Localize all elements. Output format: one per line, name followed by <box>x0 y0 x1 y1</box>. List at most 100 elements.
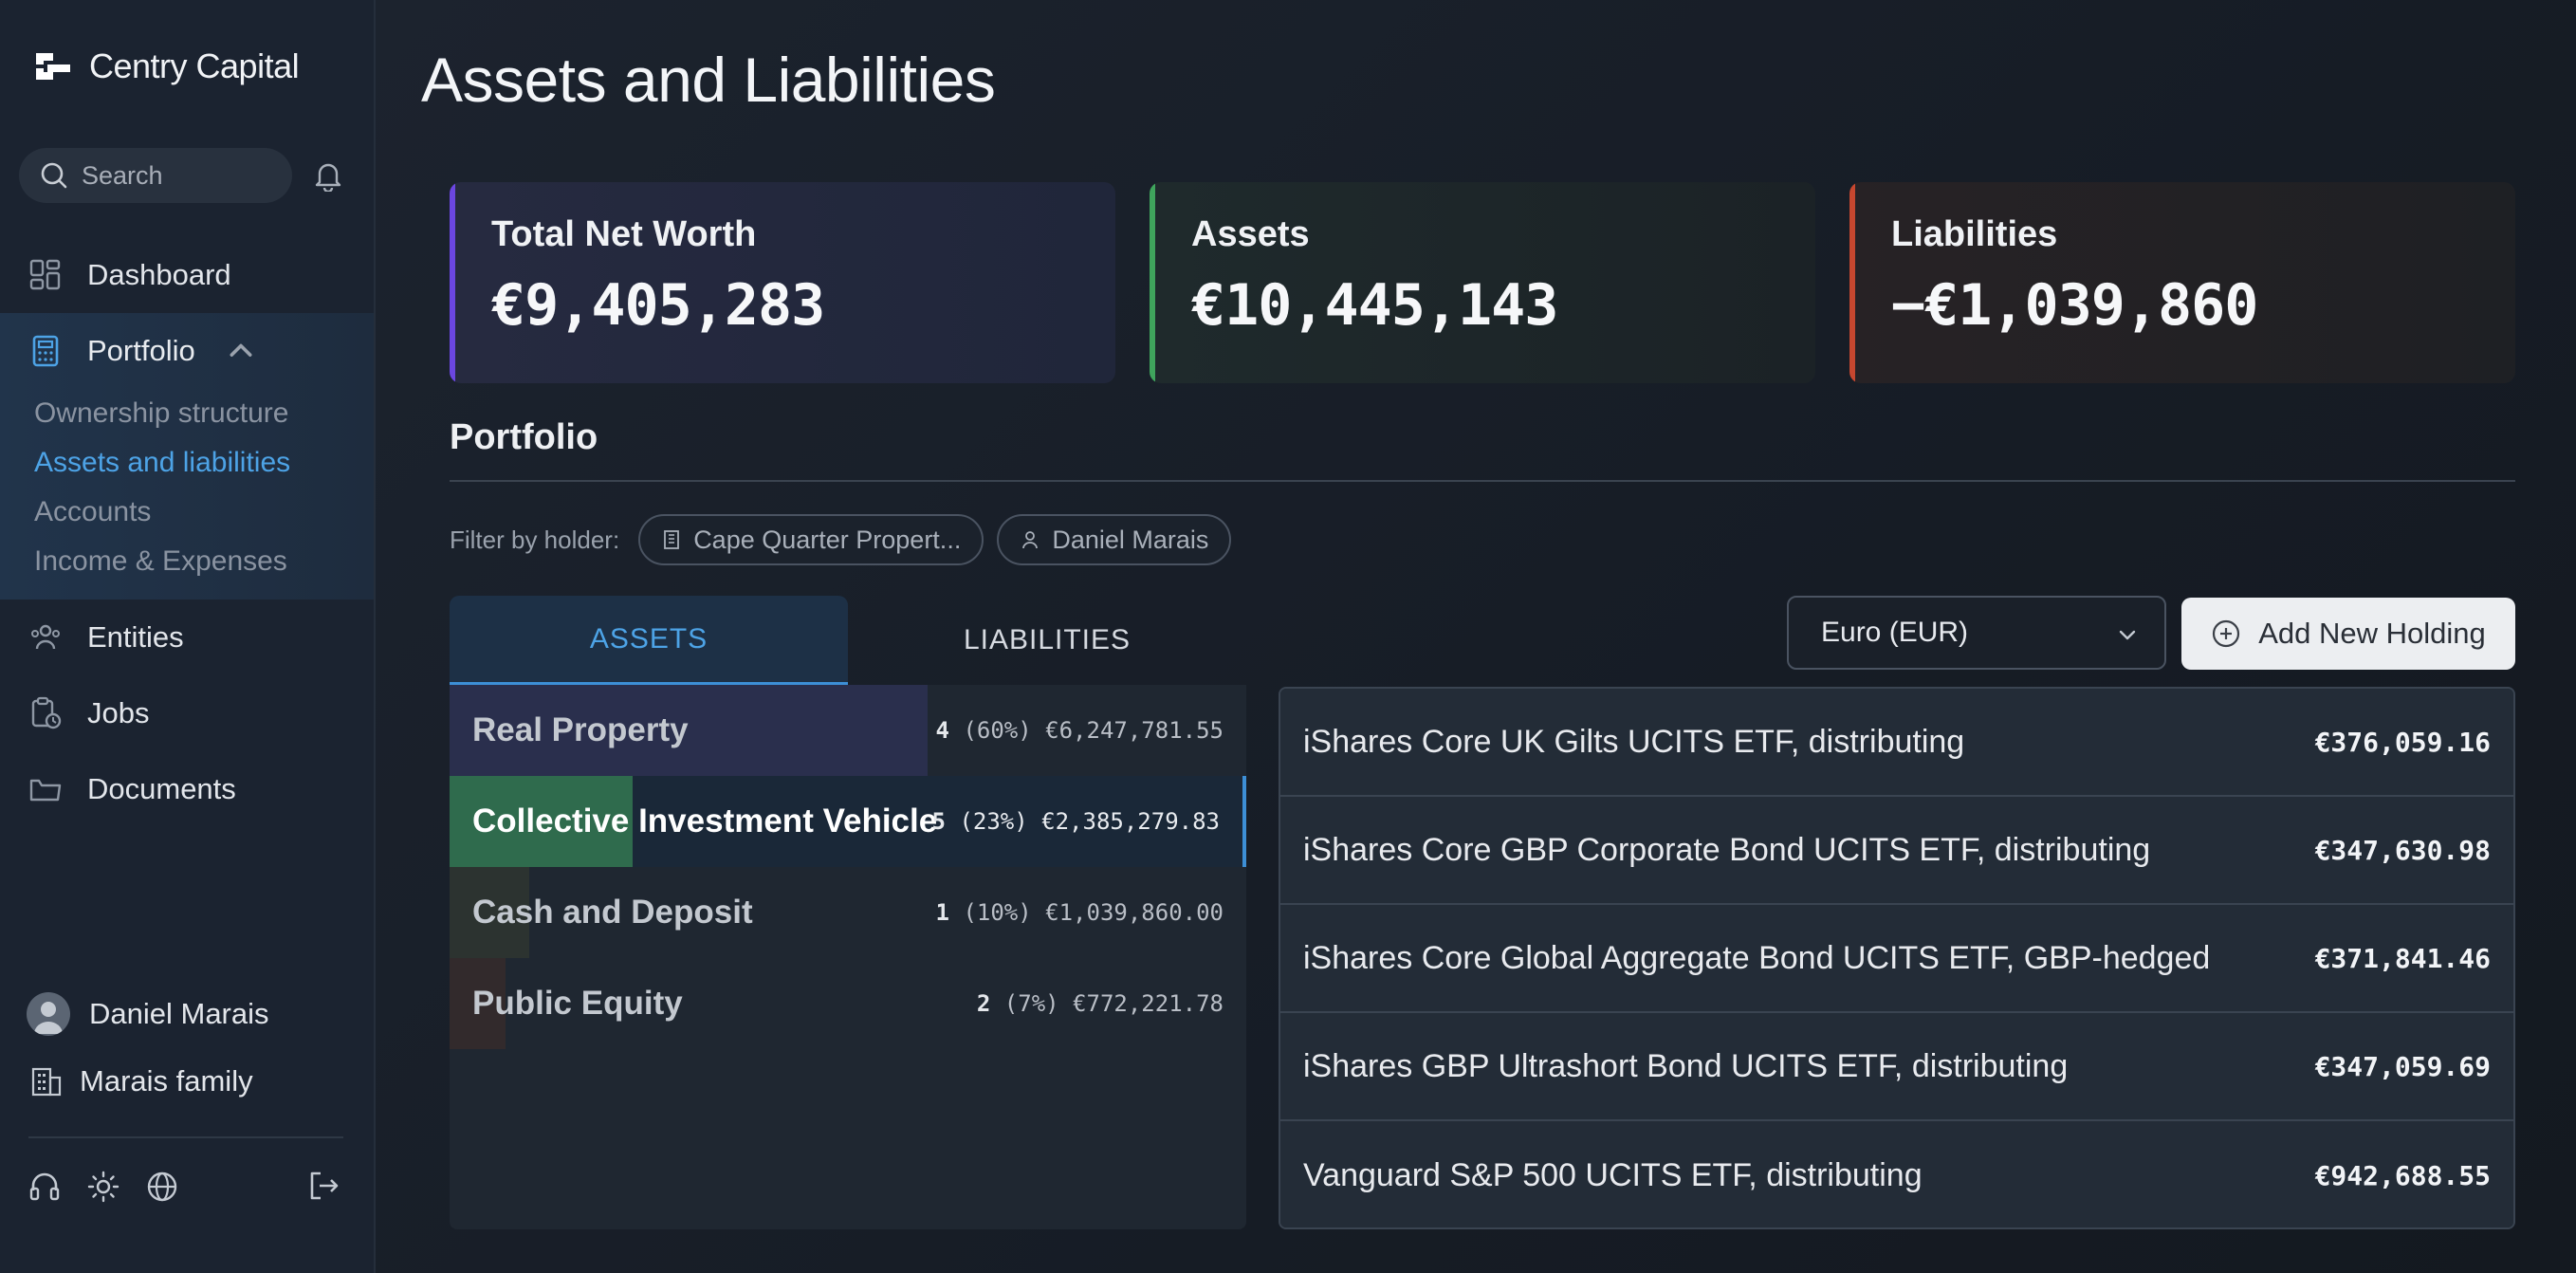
holding-value: €376,059.16 <box>2314 726 2491 758</box>
brand[interactable]: Centry Capital <box>32 46 300 87</box>
family-selector[interactable]: Marais family <box>30 1064 253 1098</box>
headset-icon[interactable] <box>27 1169 63 1205</box>
user-profile[interactable]: Daniel Marais <box>27 992 269 1036</box>
holding-value: €371,841.46 <box>2314 942 2491 974</box>
category-count: 4 <box>935 717 949 744</box>
nav-item-portfolio[interactable]: Portfolio <box>0 313 374 389</box>
nav-label-dashboard: Dashboard <box>87 258 231 291</box>
category-share-bar <box>450 958 506 1049</box>
search-icon <box>41 162 67 189</box>
card-assets: Assets €10,445,143 <box>1150 182 1815 383</box>
card-label: Liabilities <box>1891 214 2058 254</box>
nav-label-entities: Entities <box>87 620 184 654</box>
chevron-up-icon[interactable] <box>224 334 258 368</box>
tab-assets[interactable]: ASSETS <box>450 596 848 685</box>
card-accent <box>1150 182 1155 383</box>
clipboard-clock-icon <box>31 696 62 729</box>
category-name: Public Equity <box>472 985 683 1022</box>
tab-liabilities[interactable]: LIABILITIES <box>963 624 1132 655</box>
calculator-icon <box>32 335 59 367</box>
card-value: −€1,039,860 <box>1891 272 2258 339</box>
nav-sub-income-expenses[interactable]: Income & Expenses <box>34 545 287 577</box>
user-name: Daniel Marais <box>89 997 269 1030</box>
card-label: Total Net Worth <box>491 214 757 254</box>
user-silhouette-icon <box>34 1002 63 1034</box>
nav-sub-accounts[interactable]: Accounts <box>34 496 152 527</box>
filter-label: Filter by holder: <box>450 525 620 554</box>
summary-cards: Total Net Worth €9,405,283 Assets €10,44… <box>450 182 2515 383</box>
dashboard-icon <box>29 259 61 290</box>
sun-icon[interactable] <box>85 1169 121 1205</box>
nav-group-portfolio: Portfolio Ownership structure Assets and… <box>0 313 374 600</box>
building-icon <box>664 530 680 549</box>
nav-item-entities[interactable]: Entities <box>0 600 374 675</box>
centry-logo-icon <box>36 53 70 80</box>
section-divider <box>450 480 2515 482</box>
category-share-bar <box>450 685 928 776</box>
category-row-cash-deposit[interactable]: Cash and Deposit 1 (10%) €1,039,860.00 <box>450 867 1246 958</box>
category-amount: €6,247,781.55 <box>1045 717 1224 744</box>
holding-name: iShares Core GBP Corporate Bond UCITS ET… <box>1303 831 2151 868</box>
nav-sub-ownership-structure[interactable]: Ownership structure <box>34 397 289 429</box>
holding-row[interactable]: iShares Core UK Gilts UCITS ETF, distrib… <box>1280 689 2513 797</box>
nav-item-dashboard[interactable]: Dashboard <box>0 237 374 313</box>
category-name: Collective Investment Vehicle <box>472 803 938 839</box>
category-pct: (7%) <box>1003 990 1059 1017</box>
globe-icon[interactable] <box>144 1169 180 1205</box>
building-icon <box>31 1067 62 1097</box>
category-meta: 4 (60%) €6,247,781.55 <box>936 717 1224 744</box>
holding-row[interactable]: iShares Core Global Aggregate Bond UCITS… <box>1280 905 2513 1013</box>
brand-name: Centry Capital <box>89 46 300 85</box>
card-value: €9,405,283 <box>491 272 825 339</box>
category-pct: (10%) <box>963 899 1032 926</box>
chip-label: Daniel Marais <box>1052 525 1209 554</box>
category-amount: €1,039,860.00 <box>1045 899 1224 926</box>
holding-row[interactable]: iShares GBP Ultrashort Bond UCITS ETF, d… <box>1280 1013 2513 1121</box>
category-name: Cash and Deposit <box>472 894 753 931</box>
category-count: 1 <box>935 899 949 926</box>
chip-daniel-marais[interactable]: Daniel Marais <box>997 514 1232 565</box>
holding-value: €942,688.55 <box>2314 1159 2491 1191</box>
category-amount: €772,221.78 <box>1073 990 1224 1017</box>
holding-name: Vanguard S&P 500 UCITS ETF, distributing <box>1303 1156 1923 1193</box>
holding-row[interactable]: iShares Core GBP Corporate Bond UCITS ET… <box>1280 797 2513 905</box>
card-accent <box>450 182 455 383</box>
category-pct: (60%) <box>963 717 1032 744</box>
search-box[interactable] <box>19 148 292 203</box>
card-total-net-worth: Total Net Worth €9,405,283 <box>450 182 1115 383</box>
category-meta: 5 (23%) €2,385,279.83 <box>932 808 1220 835</box>
category-share-bar <box>450 776 634 867</box>
category-row-public-equity[interactable]: Public Equity 2 (7%) €772,221.78 <box>450 958 1246 1049</box>
logout-icon[interactable] <box>307 1169 343 1205</box>
category-count: 5 <box>931 808 946 835</box>
nav-item-jobs[interactable]: Jobs <box>0 675 374 751</box>
holdings-list: iShares Core UK Gilts UCITS ETF, distrib… <box>1279 687 2515 1229</box>
bell-icon[interactable] <box>309 157 347 194</box>
nav-sub-assets-liabilities[interactable]: Assets and liabilities <box>34 447 291 478</box>
currency-select[interactable]: Euro (EUR) <box>1787 596 2166 670</box>
holding-row[interactable]: Vanguard S&P 500 UCITS ETF, distributing… <box>1280 1121 2513 1227</box>
currency-value: Euro (EUR) <box>1821 617 1969 648</box>
people-icon <box>31 624 60 650</box>
person-icon <box>1022 531 1039 549</box>
card-label: Assets <box>1191 214 1310 254</box>
category-row-collective-investment-vehicle[interactable]: Collective Investment Vehicle 5 (23%) €2… <box>450 776 1246 867</box>
search-input[interactable] <box>82 160 271 191</box>
avatar <box>27 992 70 1036</box>
page-title: Assets and Liabilities <box>421 45 996 115</box>
nav-item-documents[interactable]: Documents <box>0 751 374 827</box>
main-nav: Dashboard Portfolio Ownership structure … <box>0 237 374 827</box>
plus-circle-icon <box>2213 619 2240 648</box>
nav-label-jobs: Jobs <box>87 696 150 729</box>
card-liabilities: Liabilities −€1,039,860 <box>1849 182 2515 383</box>
nav-label-documents: Documents <box>87 772 236 805</box>
main-content: Assets and Liabilities Total Net Worth €… <box>376 0 2576 1273</box>
holding-name: iShares GBP Ultrashort Bond UCITS ETF, d… <box>1303 1047 2069 1084</box>
holder-filter: Filter by holder: Cape Quarter Propert..… <box>450 514 1232 565</box>
add-new-holding-button[interactable]: Add New Holding <box>2181 598 2515 670</box>
chip-cape-quarter[interactable]: Cape Quarter Propert... <box>638 514 984 565</box>
category-row-real-property[interactable]: Real Property 4 (60%) €6,247,781.55 <box>450 685 1246 776</box>
portfolio-section-title: Portfolio <box>450 417 598 457</box>
category-share-bar <box>450 867 529 958</box>
category-amount: €2,385,279.83 <box>1041 808 1220 835</box>
